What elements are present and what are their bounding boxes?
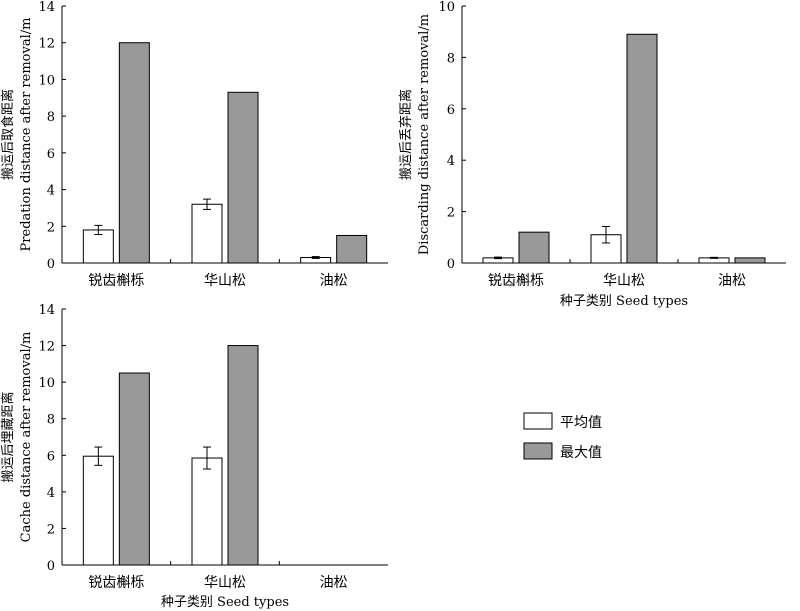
error-bar	[602, 226, 610, 244]
chart-panel-2: 0 2 4 6 8 10 锐齿槲栎 华山松 油松 搬运后丢弃距离 Discarding distan…	[398, 0, 786, 309]
y-tick-label: 0	[47, 257, 55, 272]
x-tick-label: 油松	[718, 273, 746, 289]
legend-swatch-max	[523, 442, 553, 460]
y-tick-label: 4	[447, 154, 455, 169]
y-tick-label: 8	[47, 413, 55, 428]
legend-swatch-mean	[523, 412, 553, 430]
bar-max	[734, 257, 766, 264]
bar-mean	[82, 455, 114, 566]
y-axis-label-en: Cache distance after removal/m	[19, 332, 34, 543]
bar-max	[118, 372, 150, 566]
bar-max	[626, 33, 658, 264]
x-tick-label: 油松	[320, 273, 348, 289]
y-tick-label: 4	[47, 486, 55, 501]
bar-max	[336, 234, 368, 264]
y-tick-label: 12	[38, 37, 55, 52]
error-bar	[203, 446, 211, 470]
y-tick-label: 6	[47, 449, 55, 464]
y-tick-label: 0	[47, 559, 55, 574]
y-axis-label-en: Predation distance after removal/m	[19, 18, 34, 252]
error-bar	[311, 256, 320, 259]
y-tick-label: 8	[47, 110, 55, 125]
x-axis-label: 种子类别 Seed types	[161, 595, 289, 610]
bar-mean	[191, 457, 223, 566]
x-tick-label: 锐齿槲栎	[88, 273, 144, 289]
x-tick-label: 油松	[320, 575, 348, 591]
chart-panel-1: 0 2 4 6 8 10 12 14 锐齿槲栎 华山松 油松 搬运后取食距离 Predation dis…	[0, 0, 388, 289]
error-bar	[94, 224, 103, 236]
y-tick-label: 6	[447, 103, 455, 118]
error-bar	[203, 198, 211, 210]
y-tick-label: 8	[447, 51, 455, 66]
y-tick-label: 2	[47, 220, 55, 235]
y-tick-label: 12	[38, 340, 55, 355]
y-axis-label-cn: 搬运后丢弃距离	[398, 89, 414, 180]
bar-max	[518, 231, 550, 264]
y-axis-label-cn: 搬运后取食距离	[0, 89, 16, 180]
bar-mean	[191, 203, 223, 264]
y-tick-label: 0	[447, 257, 455, 272]
y-tick-label: 10	[438, 0, 455, 15]
x-tick-label: 锐齿槲栎	[488, 273, 544, 289]
y-axis-label-en: Discarding distance after removal/m	[417, 14, 432, 255]
y-tick-label: 2	[447, 206, 455, 221]
x-tick-label: 锐齿槲栎	[88, 575, 144, 591]
y-tick-label: 4	[47, 184, 55, 199]
error-bar	[94, 446, 103, 466]
error-bar	[710, 256, 718, 259]
bar-max	[227, 345, 259, 566]
y-tick-label: 14	[38, 0, 55, 15]
x-tick-label: 华山松	[204, 575, 246, 591]
y-tick-label: 10	[38, 73, 55, 88]
bar-max	[227, 91, 259, 264]
y-tick-label: 14	[38, 303, 55, 318]
y-axis-label-cn: 搬运后埋藏距离	[0, 391, 16, 482]
y-tick-label: 6	[47, 147, 55, 162]
legend-label-mean: 平均值	[560, 415, 602, 431]
y-tick-label: 10	[38, 376, 55, 391]
x-tick-label: 华山松	[204, 273, 246, 289]
x-axis-label: 种子类别 Seed types	[560, 294, 688, 309]
chart-panel-3: 0 2 4 6 8 10 12 14 锐齿槲栎 华山松 油松 搬运后埋藏距离 Cache distanc…	[0, 303, 388, 610]
bar-max	[118, 42, 150, 264]
legend-label-max: 最大值	[560, 445, 602, 461]
y-tick-label: 2	[47, 522, 55, 537]
error-bar	[494, 256, 502, 260]
x-tick-label: 华山松	[603, 273, 645, 289]
